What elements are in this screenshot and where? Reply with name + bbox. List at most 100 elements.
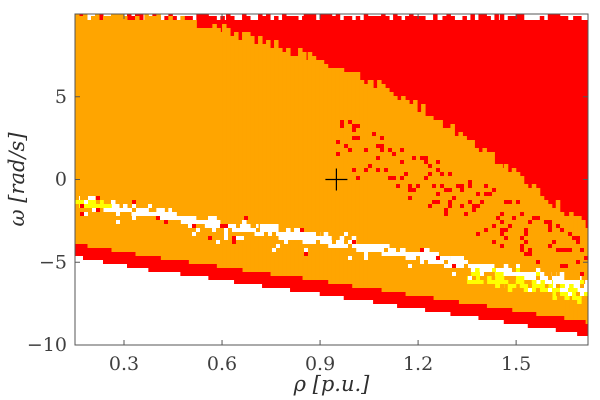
speckle-cell [536, 272, 540, 276]
heatmap-cell-column [123, 16, 128, 208]
speckle-cell [112, 216, 116, 220]
heatmap-cell-column [458, 264, 463, 268]
speckle-cell [472, 224, 476, 228]
speckle-cell [400, 264, 404, 268]
heatmap-cell-column [573, 288, 578, 300]
speckle-cell [540, 292, 544, 296]
speckle-cell [196, 228, 200, 232]
heatmap-cell-column [303, 244, 309, 280]
heatmap-cell-column [323, 64, 329, 236]
speckle-cell [560, 276, 564, 280]
heatmap-cell-column [119, 252, 124, 264]
speckle-cell [424, 160, 428, 164]
speckle-cell [432, 200, 436, 204]
heatmap-cell-column [470, 140, 475, 264]
heatmap-cell-column [226, 28, 231, 224]
heatmap-cell-column [250, 36, 255, 228]
heatmap-cell-column [184, 20, 189, 216]
speckle-cell [568, 248, 572, 252]
speckle-cell [532, 212, 536, 216]
heatmap-cell-column [103, 208, 108, 212]
heatmap-cell-column [208, 216, 213, 228]
heatmap-cell-column [270, 236, 275, 276]
heatmap-cell-column [196, 264, 201, 276]
speckle-cell [436, 192, 440, 196]
heatmap-cell-column [573, 292, 578, 320]
heatmap-cell-column [523, 284, 529, 292]
speckle-cell [436, 256, 440, 260]
heatmap-cell-column [91, 248, 96, 260]
speckle-cell [400, 160, 404, 164]
heatmap-cell-column [331, 248, 337, 284]
heatmap-cell-column [434, 300, 439, 312]
speckle-cell [236, 236, 240, 240]
speckle-cell [408, 252, 412, 256]
speckle-cell [404, 168, 408, 172]
speckle-cell [468, 260, 472, 264]
heatmap-cell-column [519, 272, 525, 276]
heatmap-cell-column [581, 20, 586, 236]
heatmap-cell-column [373, 16, 378, 132]
speckle-cell [568, 232, 572, 236]
speckle-cell [500, 232, 504, 236]
heatmap-cell-column [99, 248, 104, 260]
heatmap-cell-column [519, 176, 525, 272]
heatmap-cell-column [115, 252, 120, 264]
heatmap-cell-column [515, 14, 521, 200]
heatmap-cell-column [429, 20, 434, 156]
heatmap-cell-column [111, 212, 116, 252]
speckle-cell [512, 276, 516, 280]
heatmap-cell-column [123, 212, 128, 252]
heatmap-cell-column [507, 268, 513, 272]
heatmap-cell-column [401, 96, 406, 248]
speckle-cell [132, 200, 136, 204]
speckle-cell [568, 292, 572, 296]
speckle-cell [384, 172, 388, 176]
heatmap-cell-column [559, 288, 565, 316]
speckle-cell [348, 148, 352, 152]
speckle-cell [560, 288, 564, 292]
speckle-cell [324, 244, 328, 248]
speckle-cell [464, 212, 468, 216]
speckle-cell [512, 248, 516, 252]
heatmap-cell-column [303, 280, 309, 292]
heatmap-cell-column [303, 60, 309, 236]
heatmap-cell-column [91, 208, 96, 248]
heatmap-cell-column [548, 280, 553, 292]
heatmap-cell-column [413, 296, 418, 308]
speckle-cell [424, 156, 428, 160]
speckle-cell [344, 248, 348, 252]
heatmap-cell-column [176, 260, 181, 272]
speckle-cell [236, 224, 240, 228]
heatmap-cell-column [565, 20, 570, 224]
speckle-cell [300, 232, 304, 236]
speckle-cell [524, 228, 528, 232]
heatmap-cell-column [184, 224, 189, 260]
speckle-cell [192, 224, 196, 228]
heatmap-cell-column [303, 232, 309, 244]
speckle-cell [500, 284, 504, 288]
heatmap-cell-column [144, 216, 149, 256]
heatmap-cell-column [535, 20, 541, 212]
speckle-cell [408, 260, 412, 264]
heatmap-cell-column [351, 248, 357, 288]
speckle-cell [556, 224, 560, 228]
heatmap-cell-column [450, 16, 455, 168]
heatmap-cell-column [490, 152, 495, 264]
speckle-cell [472, 228, 476, 232]
speckle-cell [552, 240, 556, 244]
heatmap-cell-column [490, 20, 495, 188]
speckle-cell [472, 256, 476, 260]
heatmap-cell-column [495, 272, 500, 288]
heatmap-cell-column [478, 14, 483, 180]
heatmap-cell-column [216, 268, 221, 280]
speckle-cell [448, 196, 452, 200]
heatmap-cell-column [123, 204, 128, 216]
speckle-cell [512, 268, 516, 272]
speckle-cell [536, 288, 540, 292]
speckle-cell [520, 256, 524, 260]
heatmap-cell-column [559, 272, 565, 292]
heatmap-cell-column [540, 280, 545, 292]
heatmap-cell-column [511, 276, 517, 312]
speckle-cell [372, 132, 376, 136]
